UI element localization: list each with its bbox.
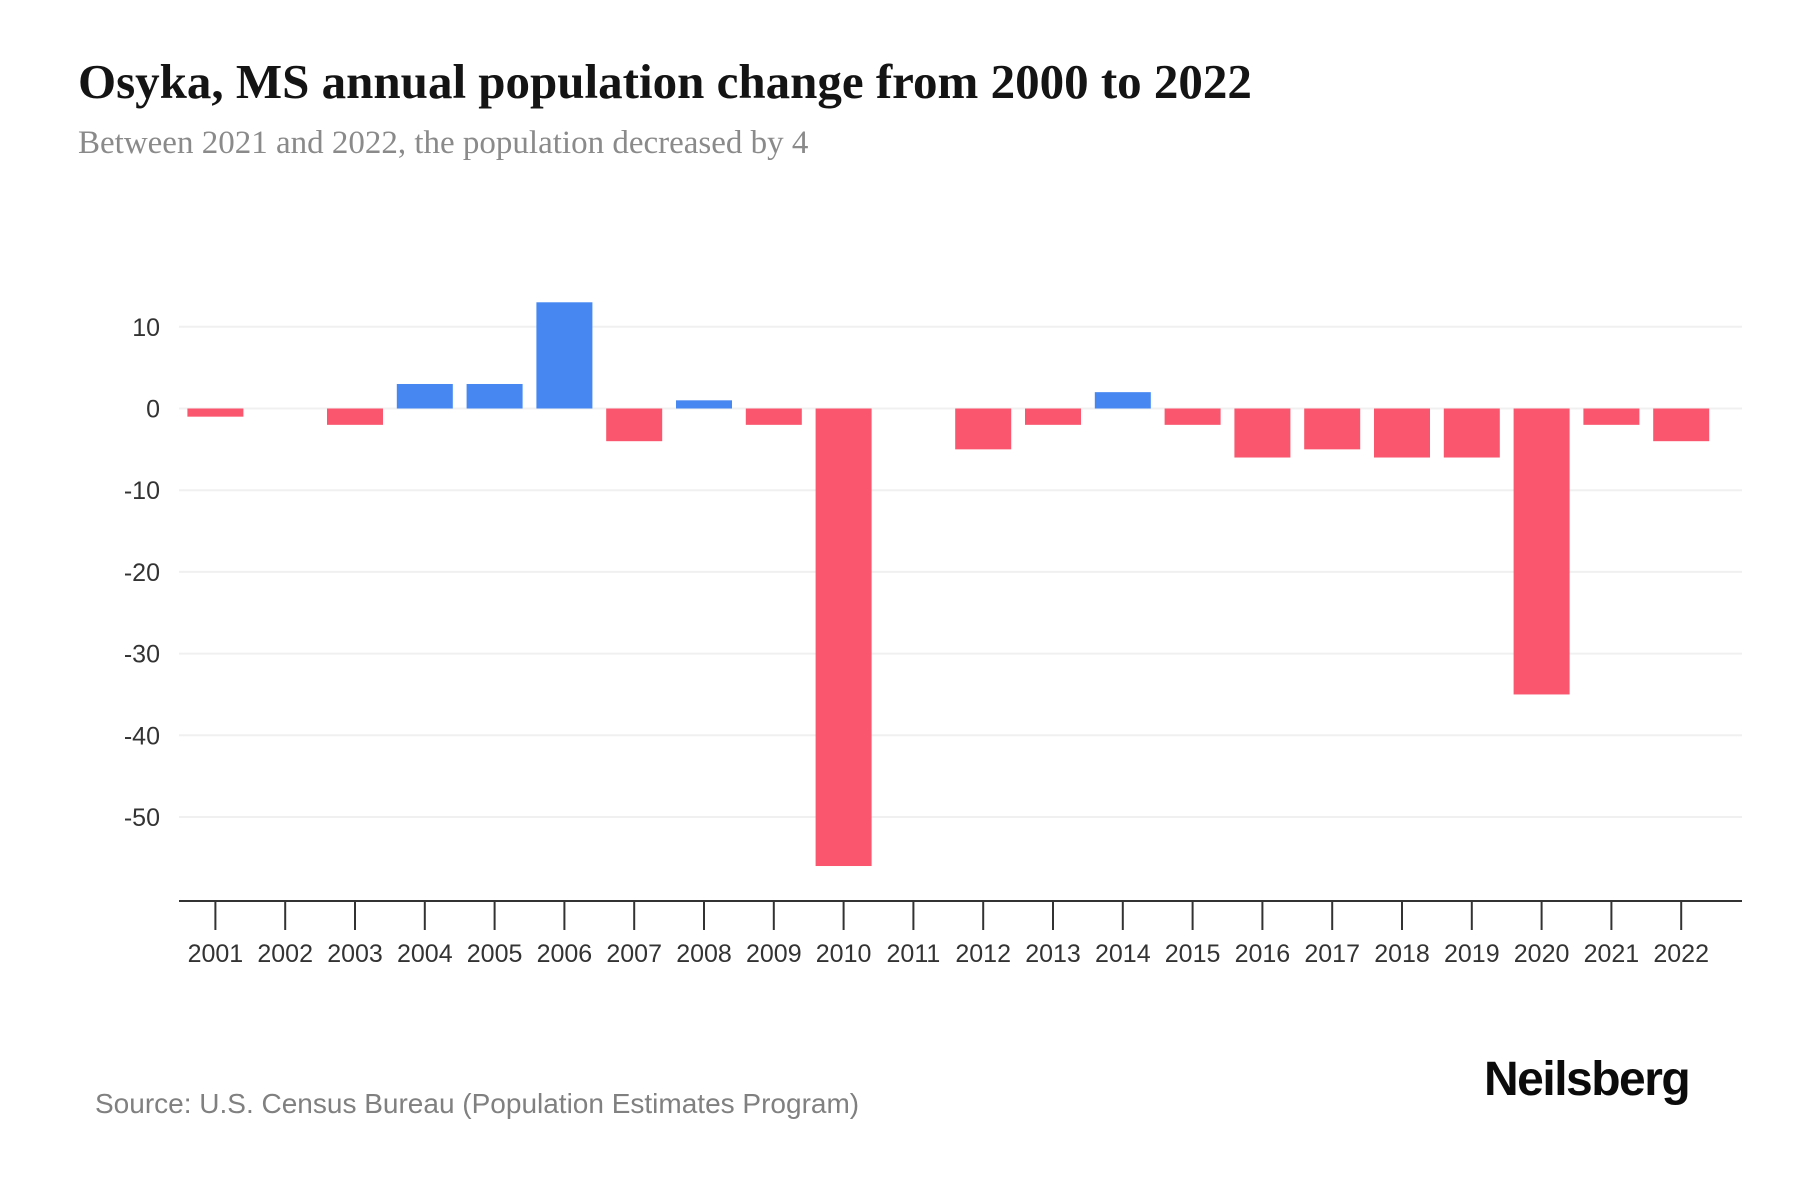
bar-2005 xyxy=(466,383,523,409)
x-axis-label-2019: 2019 xyxy=(1444,940,1500,968)
bar-2015 xyxy=(1164,408,1221,425)
bar-2014 xyxy=(1094,392,1151,409)
y-axis-label-0: 0 xyxy=(146,396,160,424)
x-axis-label-2022: 2022 xyxy=(1653,940,1709,968)
bar-2013 xyxy=(1025,408,1081,425)
x-axis-label-2021: 2021 xyxy=(1584,940,1640,968)
bar-2022 xyxy=(1653,408,1710,442)
bar-2007 xyxy=(606,408,663,442)
y-axis-label-10: 10 xyxy=(132,314,160,342)
page-subtitle: Between 2021 and 2022, the population de… xyxy=(78,125,809,161)
x-axis-label-2013: 2013 xyxy=(1025,940,1081,968)
bar-2012 xyxy=(955,408,1012,450)
bar-2009 xyxy=(745,408,802,425)
x-axis-label-2004: 2004 xyxy=(397,940,453,968)
bar-2019 xyxy=(1443,408,1500,458)
bar-2004 xyxy=(396,383,453,409)
x-axis-label-2011: 2011 xyxy=(887,940,941,968)
y-axis-label--40: -40 xyxy=(124,722,160,750)
x-axis-label-2009: 2009 xyxy=(746,940,802,968)
x-axis-label-2007: 2007 xyxy=(606,940,662,968)
bar-2008 xyxy=(676,400,732,409)
bar-2001 xyxy=(187,408,244,417)
x-axis-label-2014: 2014 xyxy=(1095,940,1151,968)
bar-2016 xyxy=(1234,408,1291,458)
x-axis-label-2016: 2016 xyxy=(1235,940,1291,968)
source-note: Source: U.S. Census Bureau (Population E… xyxy=(95,1088,860,1119)
y-axis-label--50: -50 xyxy=(124,804,160,832)
x-axis-label-2015: 2015 xyxy=(1165,940,1221,968)
page-title: Osyka, MS annual population change from … xyxy=(78,54,1252,109)
neilsberg-logo: Neilsberg xyxy=(1484,1053,1691,1106)
x-axis-label-2012: 2012 xyxy=(955,940,1011,968)
bar-2017 xyxy=(1304,408,1361,450)
x-axis-label-2018: 2018 xyxy=(1374,940,1430,968)
y-axis-label--30: -30 xyxy=(124,641,160,669)
bar-2003 xyxy=(327,408,383,425)
x-axis-label-2008: 2008 xyxy=(676,940,732,968)
y-axis-label--20: -20 xyxy=(124,559,160,587)
x-axis-label-2020: 2020 xyxy=(1514,940,1570,968)
x-axis-label-2003: 2003 xyxy=(327,940,383,968)
x-axis-label-2010: 2010 xyxy=(816,940,872,968)
x-axis-label-2005: 2005 xyxy=(467,940,523,968)
x-axis-label-2001: 2001 xyxy=(188,940,244,968)
y-axis-label--10: -10 xyxy=(124,477,160,505)
bar-2021 xyxy=(1583,408,1640,425)
x-axis-label-2002: 2002 xyxy=(257,940,313,968)
bar-2010 xyxy=(815,408,872,867)
bar-2020 xyxy=(1513,408,1570,695)
x-axis-label-2006: 2006 xyxy=(537,940,593,968)
bar-2006 xyxy=(536,302,593,409)
bar-2018 xyxy=(1374,408,1430,458)
x-axis-label-2017: 2017 xyxy=(1304,940,1360,968)
